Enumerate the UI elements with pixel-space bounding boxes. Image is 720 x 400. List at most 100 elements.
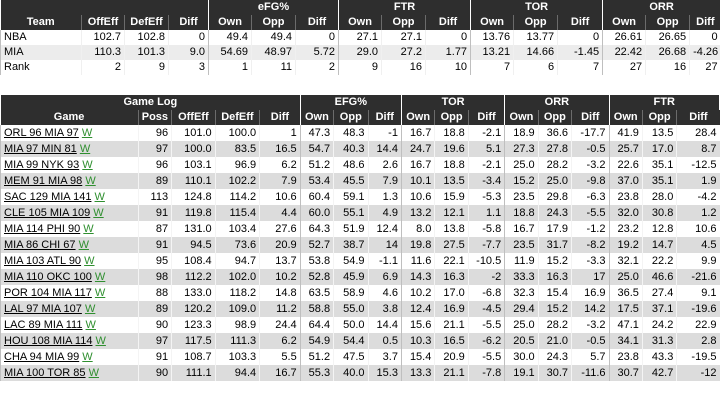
game-stat-cell: -4.5: [467, 301, 505, 317]
game-stat-cell: 88: [137, 285, 172, 301]
game-stat-cell: 16.7: [504, 221, 539, 237]
game-stat-cell: 101.0: [171, 125, 216, 141]
game-link[interactable]: POR 104 MIA 117 W: [4, 287, 105, 299]
summary-value-cell: 2: [81, 60, 125, 75]
column-header: Own: [602, 15, 646, 30]
gamelog-group-tor: TOR: [400, 95, 506, 110]
game-stat-cell: 15.4: [400, 349, 435, 365]
game-link[interactable]: CLE 105 MIA 109 W: [4, 207, 104, 219]
team-name-cell: Rank: [0, 60, 82, 75]
column-header: Diff: [425, 15, 471, 30]
summary-value-cell: 49.4: [251, 30, 296, 45]
game-link[interactable]: MIA 97 MIN 81 W: [4, 143, 90, 155]
game-stat-cell: 16.3: [434, 269, 469, 285]
game-stat-cell: 96.9: [214, 157, 260, 173]
game-matchup-text: SAC 129 MIA 141: [4, 191, 92, 203]
game-link[interactable]: MIA 110 OKC 100 W: [4, 271, 105, 283]
game-link[interactable]: CHA 94 MIA 99 W: [4, 351, 93, 363]
game-stat-cell: 55.0: [333, 301, 369, 317]
summary-value-cell: 16: [645, 60, 690, 75]
game-stat-cell: 32.1: [608, 253, 643, 269]
game-stat-cell: 59.1: [333, 189, 369, 205]
summary-value-cell: 0: [689, 30, 720, 45]
game-stat-cell: 15.9: [434, 189, 469, 205]
game-stat-cell: 18.8: [434, 157, 469, 173]
gamelog-column-header-row: Game Poss OffEff DefEff Diff Own Opp Dif…: [0, 110, 720, 125]
game-stat-cell: 102.0: [214, 269, 260, 285]
game-row: LAL 97 MIA 107 W 89 120.2 109.0 11.2 58.8 55.0…: [0, 301, 720, 317]
column-header: Own: [608, 110, 643, 125]
game-stat-cell: 96: [137, 125, 172, 141]
game-link[interactable]: MIA 99 NYK 93 W: [4, 159, 93, 171]
game-stat-cell: 25.0: [608, 269, 643, 285]
summary-value-cell: 26.68: [645, 45, 690, 60]
game-row: LAC 89 MIA 111 W 90 123.3 98.9 24.4 64.4 50.0 1…: [0, 317, 720, 333]
game-stat-cell: 28.0: [641, 189, 677, 205]
game-stat-cell: 12.4: [367, 221, 402, 237]
game-stat-cell: 97: [137, 141, 172, 157]
game-stat-cell: 32.3: [504, 285, 539, 301]
summary-row: NBA 102.7 102.8 0 49.4 49.4 0 27.1 27.1 0 13.76 13.…: [0, 30, 720, 45]
game-stat-cell: 15.3: [367, 365, 402, 381]
game-stat-cell: 64.4: [299, 317, 334, 333]
column-header: OffEff: [81, 15, 125, 30]
game-link[interactable]: MIA 103 ATL 90 W: [4, 255, 95, 267]
game-stat-cell: 13.5: [434, 173, 469, 189]
game-link[interactable]: ORL 96 MIA 97 W: [4, 127, 92, 139]
summary-value-cell: 102.7: [81, 30, 125, 45]
column-header: Opp: [645, 15, 690, 30]
game-stat-cell: 18.8: [504, 205, 539, 221]
game-stat-cell: 30.7: [537, 365, 572, 381]
game-result-badge: W: [85, 319, 96, 331]
game-stat-cell: 118.2: [214, 285, 260, 301]
game-link[interactable]: SAC 129 MIA 141 W: [4, 191, 105, 203]
game-link[interactable]: LAL 97 MIA 107 W: [4, 303, 95, 315]
game-stat-cell: 7.9: [259, 173, 301, 189]
game-stat-cell: 45.5: [333, 173, 369, 189]
game-stat-cell: -2.1: [467, 157, 505, 173]
game-link[interactable]: HOU 108 MIA 114 W: [4, 335, 106, 347]
column-header: Opp: [513, 15, 558, 30]
game-stat-cell: -1: [367, 125, 402, 141]
game-link[interactable]: MIA 86 CHI 67 W: [4, 239, 89, 251]
game-link[interactable]: LAC 89 MIA 111 W: [4, 319, 96, 331]
game-link[interactable]: MEM 91 MIA 98 W: [4, 175, 96, 187]
column-header: Diff: [367, 110, 402, 125]
game-stat-cell: 113: [137, 189, 172, 205]
game-result-badge: W: [79, 143, 91, 155]
game-stat-cell: 27.4: [641, 285, 677, 301]
game-stat-cell: 17.9: [537, 221, 572, 237]
game-stat-cell: 111.1: [171, 365, 216, 381]
summary-value-cell: 29.0: [338, 45, 382, 60]
game-stat-cell: 53.4: [299, 173, 334, 189]
game-row: MIA 110 OKC 100 W 98 112.2 102.0 10.2 52.8 45.…: [0, 269, 720, 285]
game-cell: POR 104 MIA 117 W: [0, 285, 139, 301]
summary-blank-group: [0, 0, 209, 15]
game-stat-cell: 73.6: [214, 237, 260, 253]
game-link[interactable]: MIA 100 TOR 85 W: [4, 367, 99, 379]
game-stat-cell: -5.8: [467, 221, 505, 237]
game-stat-cell: 15.4: [537, 285, 572, 301]
game-stat-cell: 42.7: [641, 365, 677, 381]
game-stat-cell: -6.8: [467, 285, 505, 301]
gamelog-title: Game Log: [0, 95, 301, 110]
game-stat-cell: 14.7: [641, 237, 677, 253]
game-link[interactable]: MIA 114 PHI 90 W: [4, 223, 94, 235]
game-stat-cell: 21.1: [434, 317, 469, 333]
game-stat-cell: 55.3: [299, 365, 334, 381]
game-stat-cell: 23.5: [504, 237, 539, 253]
game-row: HOU 108 MIA 114 W 97 117.5 111.3 6.2 54.9 54.4…: [0, 333, 720, 349]
game-stat-cell: 16.9: [571, 285, 609, 301]
game-stat-cell: 27.8: [537, 141, 572, 157]
game-stat-cell: 17.0: [434, 285, 469, 301]
game-stat-cell: 10.2: [259, 269, 301, 285]
game-stat-cell: 6.2: [259, 157, 301, 173]
game-matchup-text: HOU 108 MIA 114: [4, 335, 93, 347]
game-stat-cell: 133.0: [171, 285, 216, 301]
game-stat-cell: 115.4: [214, 205, 260, 221]
game-stat-cell: -5.5: [467, 349, 505, 365]
game-matchup-text: MIA 99 NYK 93: [4, 159, 80, 171]
game-stat-cell: 23.5: [504, 189, 539, 205]
game-stat-cell: 11.9: [504, 253, 539, 269]
summary-value-cell: 26.65: [645, 30, 690, 45]
